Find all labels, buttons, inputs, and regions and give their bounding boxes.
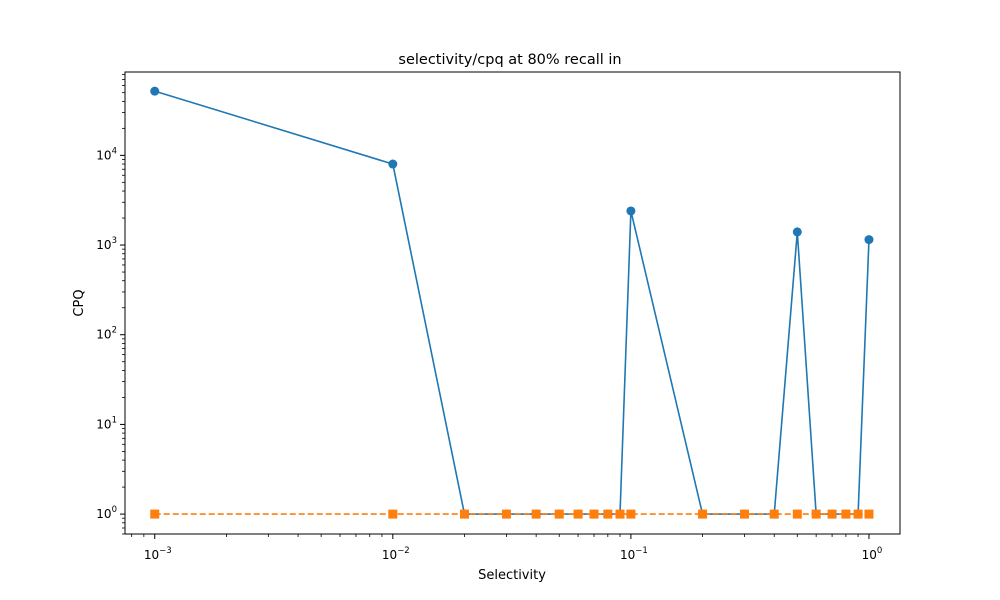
y-axis-label: CPQ [72,289,87,316]
series-1-point [626,509,636,519]
series-0-point [864,235,874,245]
series-layer [150,86,874,519]
series-1-point [811,509,821,519]
series-1-point [864,509,874,519]
tick-label-exponent: 0 [877,546,882,556]
tick-label-base: 10 [620,548,635,562]
y-tick-label: 103 [96,236,117,252]
x-tick-label: 10−3 [144,546,172,562]
y-tick-label: 104 [96,146,117,162]
tick-label-exponent: −1 [635,546,648,556]
tick-label-exponent: 0 [112,505,117,515]
series-1-point [150,509,160,519]
series-1-point [841,509,851,519]
tick-label-base: 10 [144,548,159,562]
series-1-point [698,509,708,519]
series-1-point [853,509,863,519]
series-0-point [388,159,398,169]
tick-label-base: 10 [96,148,111,162]
tick-label-base: 10 [96,328,111,342]
tick-label-exponent: 2 [112,326,117,336]
series-1-point [615,509,625,519]
tick-label-base: 10 [96,507,111,521]
y-tick-label: 100 [96,505,117,521]
series-1-point [459,509,469,519]
series-1-point [531,509,541,519]
x-axis: 10−3 10−2 10−1 100 [131,534,883,562]
x-tick-label: 100 [862,546,883,562]
x-tick-label: 10−2 [382,546,410,562]
x-axis-label: Selectivity [478,568,546,583]
series-0-point [626,206,636,216]
series-0-point [150,86,160,96]
x-tick-label: 10−1 [620,546,648,562]
tick-label-base: 10 [862,548,877,562]
series-1-point [573,509,583,519]
tick-label-exponent: 1 [112,415,117,425]
tick-label-base: 10 [96,417,111,431]
series-1-point [827,509,837,519]
tick-label-exponent: 4 [112,146,117,156]
plot-area-frame [124,71,901,535]
tick-label-base: 10 [382,548,397,562]
chart-title: selectivity/cpq at 80% recall in [398,52,621,68]
tick-label-exponent: 3 [112,236,117,246]
tick-label-exponent: −2 [397,546,410,556]
series-1-point [769,509,779,519]
series-1-point [739,509,749,519]
y-tick-label: 102 [96,326,117,342]
series-1-point [501,509,511,519]
tick-label-base: 10 [96,238,111,252]
series-1-point [388,509,398,519]
tick-label-exponent: −3 [159,546,172,556]
series-0-point [792,227,802,237]
series-1-point [792,509,802,519]
series-1-point [589,509,599,519]
y-tick-label: 101 [96,415,117,431]
series-0-line [154,90,870,515]
series-1-point [603,509,613,519]
series-1-point [554,509,564,519]
